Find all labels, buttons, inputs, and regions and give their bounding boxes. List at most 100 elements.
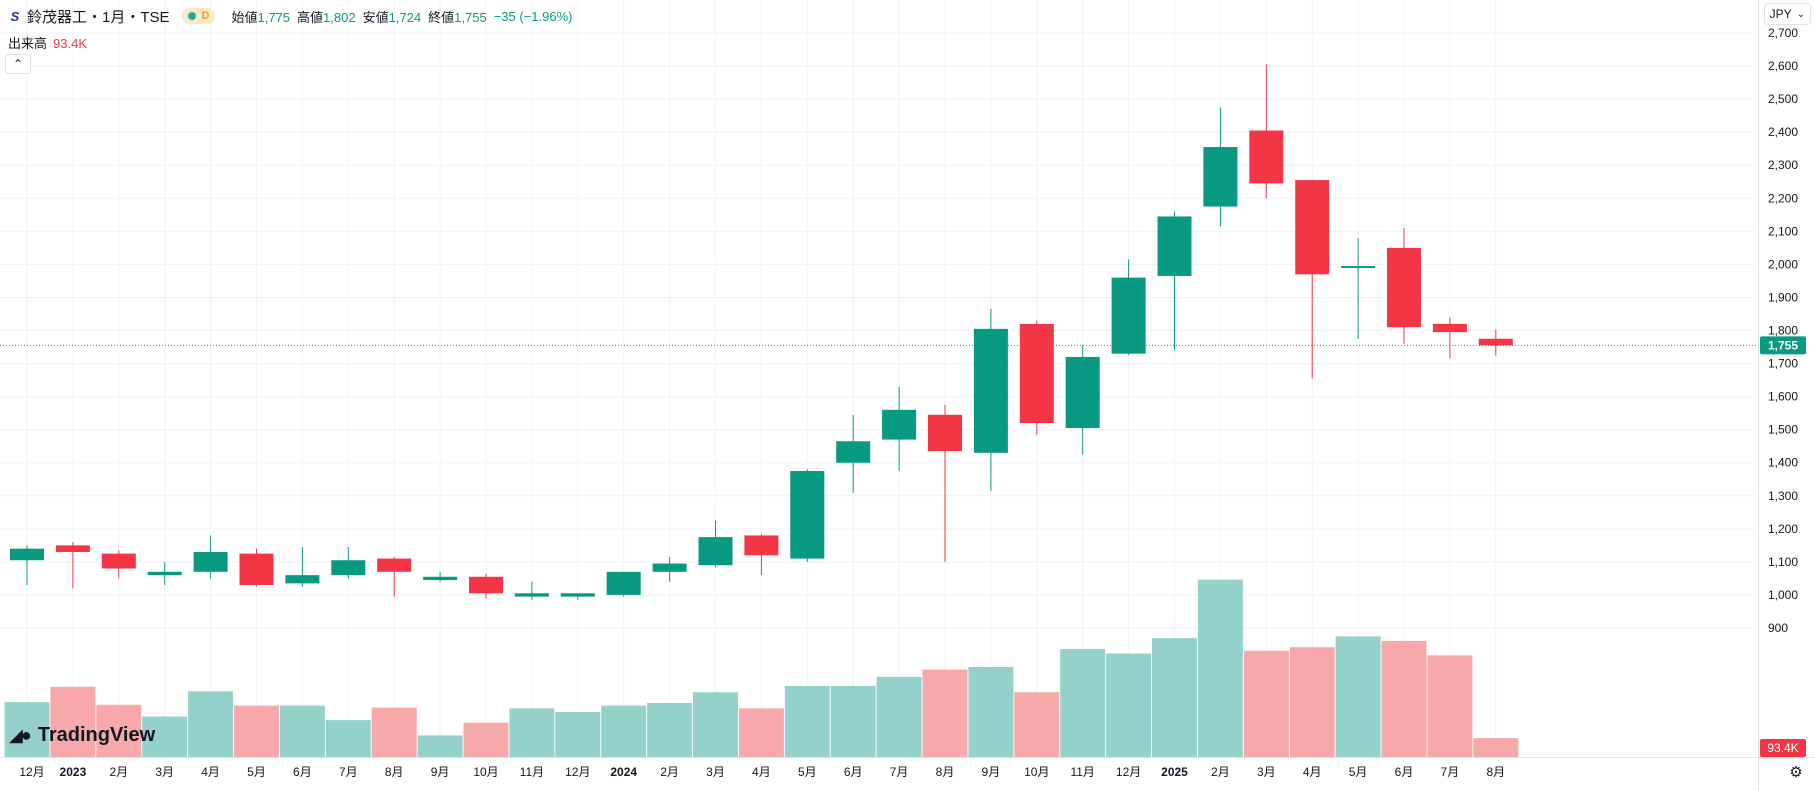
high-value: 1,802 [323,9,356,25]
currency-label: JPY [1769,7,1792,21]
volume-bar [371,707,417,757]
y-tick-label: 2,400 [1768,125,1798,139]
candle [55,542,90,589]
volume-bar [1014,692,1060,757]
candle-body [423,576,458,581]
candle [652,556,687,582]
volume-bar [463,722,509,757]
candle [1249,64,1284,199]
candle [1295,180,1330,379]
candle-body [973,328,1008,453]
volume-bar [922,669,968,757]
chevron-up-icon: ⌃ [12,57,24,71]
candle-body [1341,266,1376,269]
open-readout: 始値1,775 [231,7,290,26]
x-tick-label: 6月 [293,765,312,779]
x-tick-label: 3月 [155,765,174,779]
x-tick-label: 10月 [473,765,498,779]
volume-bar [1197,579,1243,757]
candle-body [1387,247,1421,328]
x-tick-label: 2月 [1211,765,1230,779]
candle [193,535,228,579]
candle-body [1019,323,1054,424]
candle-body [1432,323,1467,333]
high-readout: 高値1,802 [297,7,356,26]
candle-body [10,548,44,561]
x-tick-label: 5月 [1349,765,1368,779]
candle-body [193,551,228,572]
x-tick-label: 4月 [201,765,220,779]
volume-bar [96,704,142,757]
close-value: 1,755 [454,9,487,25]
last-volume-badge [1760,739,1806,757]
tradingview-mark-icon: ◢● [9,725,32,745]
x-tick-label: 12月 [19,765,44,779]
market-status-badge[interactable]: D [181,8,216,24]
last-price-label: 1,755 [1768,338,1798,352]
candle-body [1111,277,1146,354]
candle-body [147,571,182,576]
candle-body [101,553,136,569]
open-value: 1,775 [257,9,291,25]
volume-series [4,579,1519,757]
candle-body [469,576,503,594]
brand-name: TradingView [37,724,156,746]
volume-value: 93.4K [53,36,87,51]
y-tick-label: 1,400 [1768,456,1798,470]
symbol-logo-icon[interactable]: S [8,9,22,24]
volume-bar [784,685,830,757]
y-tick-label: 2,300 [1768,158,1798,172]
volume-bar [830,685,876,757]
volume-bar [876,676,922,757]
x-tick-label: 6月 [844,765,863,779]
x-tick-label: 12月 [1116,765,1141,779]
volume-bar [1060,649,1106,757]
volume-bar [555,712,601,757]
y-tick-label: 1,600 [1768,390,1798,404]
x-tick-label: 2月 [660,765,679,779]
candle [1387,228,1421,344]
volume-bar [1289,647,1335,757]
candle-body [1203,147,1238,207]
candle [560,593,595,600]
tradingview-logo[interactable]: ◢● TradingView [9,724,155,747]
low-label: 安値 [362,9,389,25]
candle [606,571,641,597]
high-label: 高値 [297,9,324,25]
candle-body [239,553,274,586]
candle-body [882,409,917,440]
chart-settings-gear-icon[interactable]: ⚙ [1789,764,1803,781]
x-tick-label: 3月 [1257,765,1276,779]
candle [744,533,779,576]
candle [1157,211,1192,351]
volume-bar [234,705,279,757]
candle [1432,317,1467,359]
volume-bar [325,720,371,757]
x-tick-label: 2月 [109,765,128,779]
symbol-title[interactable]: 鈴茂器工・1月・TSE [27,8,170,26]
volume-legend: 出来高 93.4K [8,33,87,52]
candle [469,573,503,599]
candle [698,520,733,567]
candle-body [606,571,641,595]
x-tick-label: 2024 [610,765,637,779]
candle-series [10,64,1513,600]
currency-selector[interactable]: JPY ⌄ [1763,3,1811,25]
x-tick-label: 7月 [1441,765,1460,779]
y-tick-label: 2,600 [1768,59,1798,73]
x-tick-label: 9月 [431,765,450,779]
price-axis: 2,700 2,600 2,500 2,400 2,300 2,200 2,100 2,000… [1768,26,1798,635]
candle-body [514,593,549,597]
x-tick-label: 12月 [565,765,590,779]
candle [514,581,549,600]
volume-bar [1427,655,1473,757]
volume-label: 出来高 [8,36,48,51]
candle [973,309,1008,491]
collapse-legend-button[interactable]: ⌃ [5,54,31,74]
last-price-badge [1760,336,1806,355]
candle [1478,329,1513,356]
x-tick-label: 5月 [798,765,817,779]
volume-bar [1152,638,1197,757]
x-tick-label: 7月 [890,765,909,779]
